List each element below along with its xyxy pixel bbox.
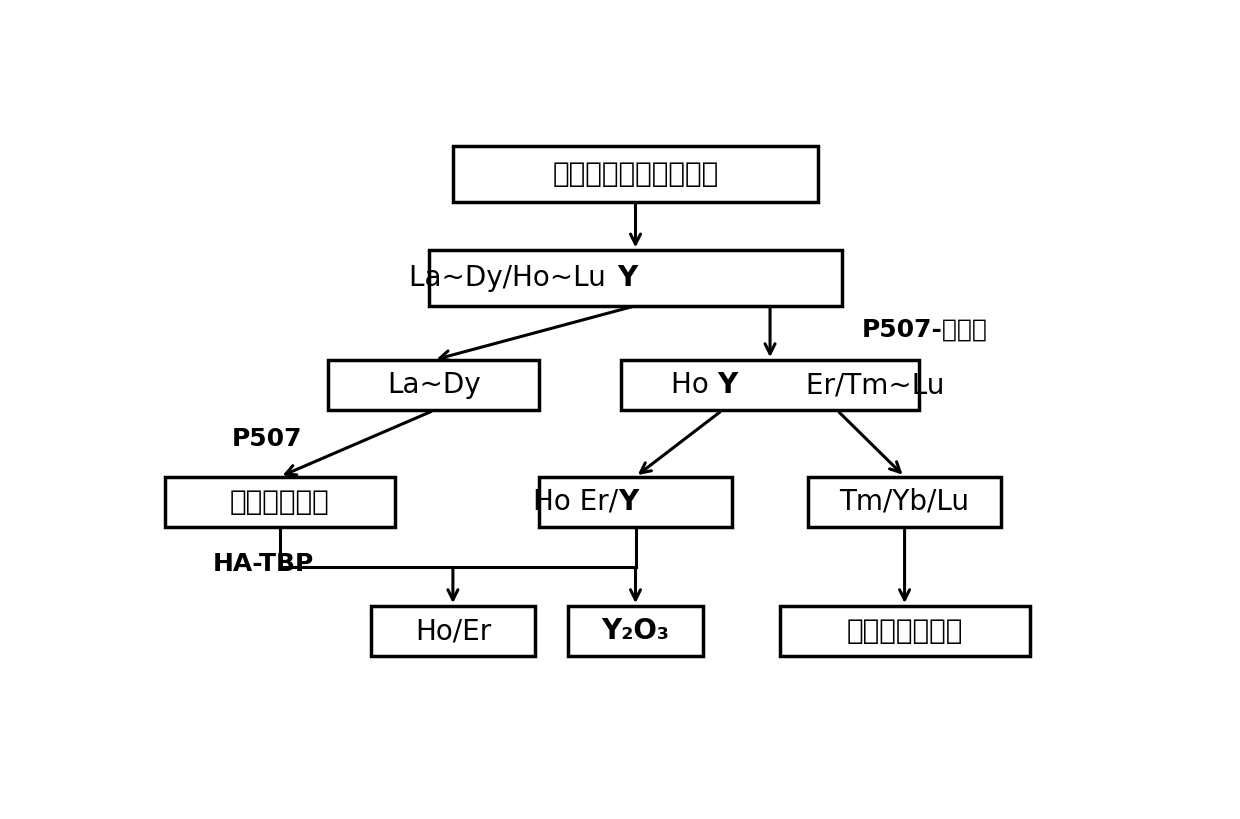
Text: Ho: Ho [671,371,717,399]
Text: 单一重稀土分离: 单一重稀土分离 [847,618,962,645]
Text: La~Dy/Ho~Lu: La~Dy/Ho~Lu [409,264,614,292]
Text: Ho/Er: Ho/Er [415,618,491,645]
FancyBboxPatch shape [327,360,539,410]
FancyBboxPatch shape [568,606,703,656]
FancyBboxPatch shape [808,477,1001,527]
Text: Y: Y [619,488,639,516]
FancyBboxPatch shape [371,606,534,656]
FancyBboxPatch shape [165,477,396,527]
Text: 单一稀土分离: 单一稀土分离 [231,488,330,516]
Text: Er/Tm~Lu: Er/Tm~Lu [797,371,945,399]
Text: La~Dy: La~Dy [387,371,481,399]
Text: Y: Y [717,371,738,399]
Text: P507-异辛醇: P507-异辛醇 [862,318,987,342]
FancyBboxPatch shape [539,477,732,527]
Text: P507: P507 [232,427,303,450]
Text: Ho Er/: Ho Er/ [533,488,619,516]
Text: Y₂O₃: Y₂O₃ [601,618,670,645]
Text: Y: Y [618,264,637,292]
Text: Tm/Yb/Lu: Tm/Yb/Lu [839,488,970,516]
FancyBboxPatch shape [453,147,818,201]
FancyBboxPatch shape [780,606,1029,656]
FancyBboxPatch shape [621,360,919,410]
FancyBboxPatch shape [429,251,842,305]
Text: HA-TBP: HA-TBP [213,552,314,576]
Text: 中钇富铕型稀土矿料液: 中钇富铕型稀土矿料液 [552,160,719,188]
